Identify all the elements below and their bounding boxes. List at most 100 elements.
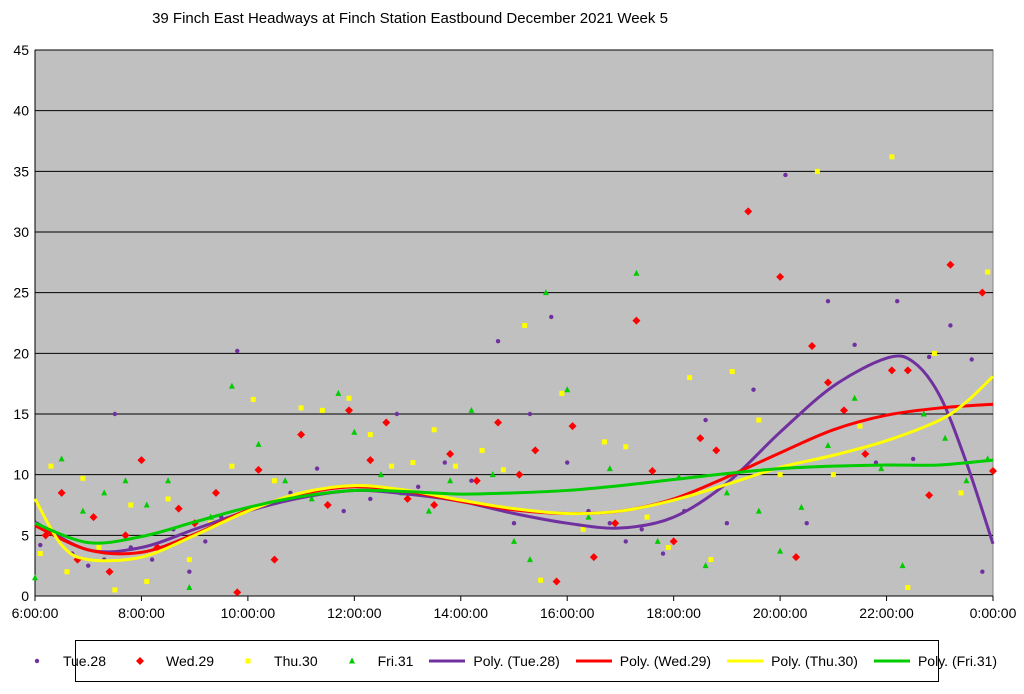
- data-point: [64, 569, 70, 575]
- data-point: [58, 455, 65, 462]
- data-point: [228, 382, 235, 389]
- data-point: [942, 434, 949, 441]
- data-point: [323, 501, 332, 509]
- data-point: [724, 521, 730, 526]
- data-point: [511, 537, 517, 544]
- data-point: [389, 463, 395, 469]
- legend-marker: [245, 658, 251, 664]
- data-point: [905, 585, 911, 591]
- data-point: [229, 463, 235, 469]
- data-point: [751, 387, 756, 392]
- data-point: [394, 411, 400, 417]
- x-tick-label: 0:00:00: [970, 605, 1017, 621]
- data-point: [648, 467, 657, 476]
- data-point: [235, 348, 240, 354]
- data-point: [708, 557, 714, 563]
- data-point: [830, 472, 836, 478]
- data-point: [777, 472, 783, 478]
- data-point: [669, 537, 678, 546]
- legend-item: Thu.30: [228, 653, 318, 669]
- trend-line: [34, 354, 995, 554]
- data-point: [233, 588, 242, 597]
- legend-label: Poly. (Wed.29): [619, 653, 712, 669]
- legend-swatch: [228, 655, 268, 667]
- data-point: [531, 446, 540, 455]
- y-tick-label: 20: [13, 345, 29, 361]
- data-point: [345, 406, 354, 415]
- data-point: [367, 432, 373, 438]
- x-tick-label: 14:00:00: [434, 605, 489, 621]
- legend-item: Fri.31: [332, 653, 414, 669]
- data-point: [644, 514, 650, 520]
- data-point: [282, 477, 289, 484]
- data-point: [403, 494, 412, 503]
- x-tick-label: 6:00:00: [12, 605, 59, 621]
- data-point: [703, 417, 708, 423]
- data-point: [565, 460, 570, 465]
- legend-label: Fri.31: [377, 653, 414, 669]
- data-point: [128, 502, 134, 508]
- data-point: [165, 496, 171, 502]
- y-tick-label: 30: [13, 224, 29, 240]
- data-point: [250, 396, 256, 402]
- data-point: [552, 577, 561, 586]
- data-point: [925, 491, 934, 500]
- data-point: [96, 544, 102, 550]
- data-point: [335, 389, 342, 396]
- data-point: [122, 477, 129, 484]
- data-point: [187, 569, 192, 574]
- legend-marker: [34, 658, 40, 664]
- x-tick-label: 10:00:00: [221, 605, 276, 621]
- data-point: [174, 504, 183, 513]
- data-point: [723, 489, 730, 496]
- chart-legend: Tue.28 Wed.29 Thu.30 Fri.31 Poly. (Tue.28) Po…: [34, 640, 997, 682]
- legend-label: Poly. (Tue.28): [473, 653, 560, 669]
- data-point: [511, 521, 517, 526]
- x-tick-label: 8:00:00: [118, 605, 165, 621]
- y-tick-label: 5: [21, 527, 29, 543]
- data-point: [580, 526, 586, 532]
- data-point: [549, 314, 554, 320]
- data-point: [186, 557, 192, 563]
- legend-item: Tue.28: [17, 653, 106, 669]
- data-point: [857, 423, 863, 429]
- data-point: [254, 465, 263, 474]
- data-point: [783, 172, 788, 178]
- data-point: [143, 501, 150, 508]
- data-point: [777, 547, 784, 554]
- x-tick-label: 12:00:00: [327, 605, 382, 621]
- data-point: [468, 406, 475, 413]
- legend-swatch: [427, 655, 467, 667]
- data-point: [314, 466, 320, 471]
- data-point: [824, 378, 833, 387]
- data-point: [985, 269, 991, 275]
- data-point: [410, 460, 416, 466]
- data-point: [57, 488, 66, 497]
- data-point: [910, 456, 916, 462]
- data-point: [623, 539, 628, 544]
- data-point: [452, 463, 458, 469]
- data-point: [526, 556, 533, 563]
- legend-item: Poly. (Fri.31): [872, 653, 997, 669]
- data-point: [308, 495, 315, 502]
- data-point: [564, 386, 571, 393]
- data-point: [144, 578, 150, 584]
- legend-label: Poly. (Fri.31): [917, 653, 998, 669]
- data-point: [808, 342, 817, 351]
- data-point: [472, 476, 481, 485]
- data-point: [889, 154, 895, 160]
- data-point: [632, 316, 641, 325]
- data-point: [494, 418, 503, 427]
- data-point: [80, 475, 86, 481]
- data-point: [756, 417, 762, 423]
- data-point: [32, 574, 38, 581]
- legend-item: Poly. (Tue.28): [427, 653, 560, 669]
- data-point: [165, 477, 172, 484]
- y-tick-label: 35: [13, 163, 29, 179]
- data-point: [425, 507, 432, 514]
- data-point: [112, 587, 118, 593]
- data-point: [852, 342, 857, 348]
- data-point: [346, 395, 352, 401]
- legend-swatch: [120, 655, 160, 667]
- data-point: [825, 442, 832, 449]
